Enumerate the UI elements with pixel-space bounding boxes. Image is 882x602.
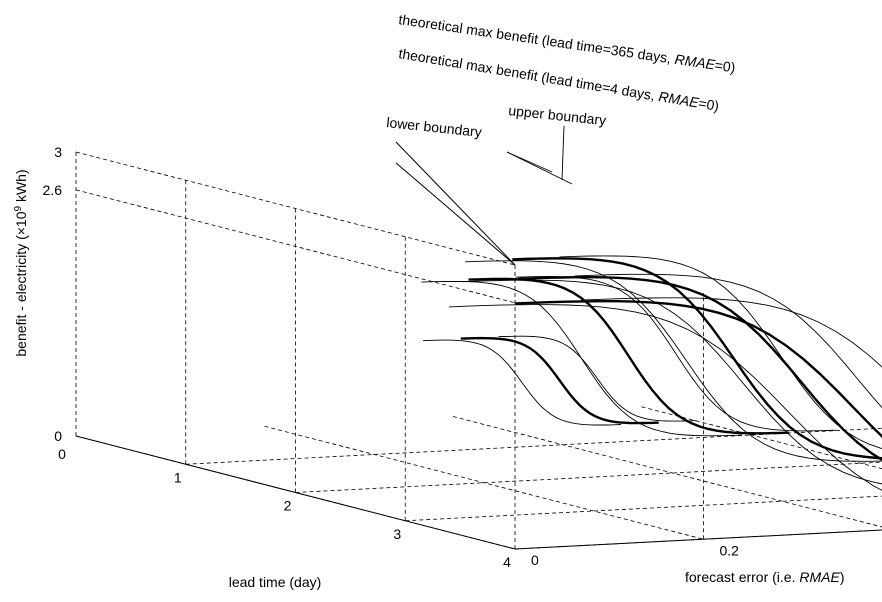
x-axis-line [76,436,515,549]
grid-line-floor-x1 [186,425,882,464]
curve-lead-1-lower [516,277,837,431]
z-tick-label-3: 3 [54,144,62,160]
leader-upper-boundary [562,126,564,180]
z-tick-label-2.6: 2.6 [43,182,63,198]
z-axis-label-unit: kWh) [13,169,29,206]
curve-lead-0.5-upper [423,340,621,425]
annotation-lower-boundary: lower boundary [386,114,483,140]
data-curves [421,256,882,519]
y-axis-label-main: forecast error (i.e. [685,569,799,585]
y-axis-label-close: ) [840,569,845,585]
annotation-upper-boundary: upper boundary [508,102,607,128]
z-axis-label: benefit - electricity (×109 kWh) [13,169,30,356]
x-tick-label-0: 0 [58,446,66,462]
grid-line-floor-right [515,510,882,549]
curve-lead-2-mid [512,258,882,459]
z-axis-label-main: benefit - electricity (×10 [13,211,29,356]
y-axis-line [515,510,882,549]
grid-line-floor-x2 [296,454,882,493]
x-tick-label-1: 1 [174,469,182,485]
x-axis-label: lead time (day) [229,574,322,590]
curve-lead-0.5-mid [461,338,659,423]
curve-lead-0.5-lower [498,336,696,421]
grid-line-floor-x3 [405,482,882,521]
y-axis-label-rmae: RMAE [799,569,840,585]
y-axis-label: forecast error (i.e. RMAE) [685,569,845,585]
curve-lead-4-upper [449,305,882,519]
grid-line-floor-y0.2 [265,426,704,539]
max-line-4 [396,163,515,265]
z-tick-label-0: 0 [54,428,62,444]
x-tick-label-2: 2 [284,498,292,514]
max-line-365 [396,142,515,265]
curve-lead-2-upper [465,261,882,462]
grid-lines [76,152,882,549]
y-tick-label-0: 0 [531,552,539,568]
axis-lines [76,142,882,549]
y-tick-label-0.2: 0.2 [720,542,740,558]
grid-line-floor-y0.6 [642,407,882,520]
x-tick-label-4: 4 [503,554,511,570]
curve-lead-3-upper [462,280,882,490]
curve-lead-4-lower [581,298,882,512]
x-tick-label-3: 3 [393,526,401,542]
